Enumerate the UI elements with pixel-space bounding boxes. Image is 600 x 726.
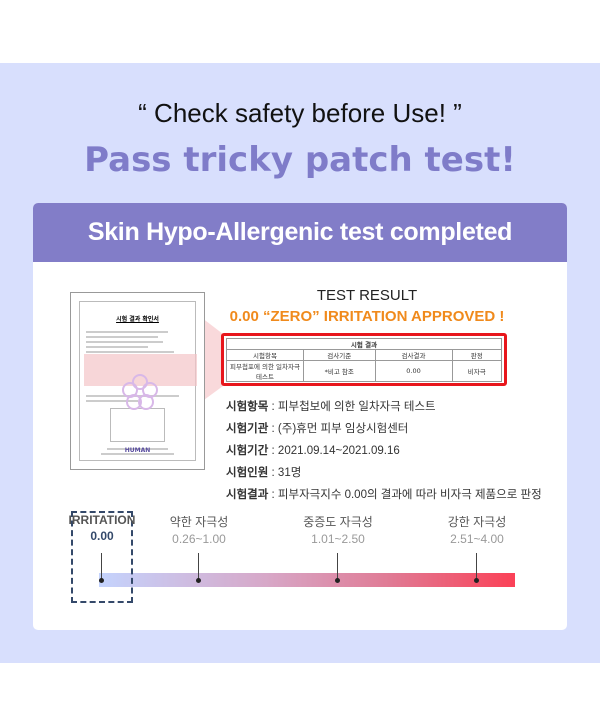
result-table-highlight: 시험 결과 시험항목 검사기준 검사결과 판정 피부첩포에 의한 일차자극 테스…: [221, 333, 507, 386]
result-table: 시험 결과 시험항목 검사기준 검사결과 판정 피부첩포에 의한 일차자극 테스…: [226, 338, 502, 382]
card-title: Skin Hypo-Allergenic test completed: [33, 203, 567, 262]
table-cell: 0.00: [374, 360, 453, 382]
scale-marker-strong: 강한 자극성 2.51~4.00: [417, 513, 537, 583]
table-header: 판정: [451, 349, 502, 361]
result-subtitle: 0.00 “ZERO” IRRITATION APPROVED !: [229, 308, 505, 325]
flower-watermark-icon: [122, 374, 158, 410]
table-header: 검사기준: [303, 349, 376, 361]
scale-marker-weak: 약한 자극성 0.26~1.00: [139, 513, 259, 583]
table-caption: 시험 결과: [226, 338, 502, 350]
scale-marker-moderate: 중증도 자극성 1.01~2.50: [278, 513, 398, 583]
detail-row: 시험기간 : 2021.09.14~2021.09.16: [226, 445, 400, 457]
detail-row: 시험인원 : 31명: [226, 467, 302, 479]
detail-row: 시험항목 : 피부첩보에 의한 일차자극 테스트: [226, 401, 436, 413]
irritation-gradient-bar: [99, 573, 515, 587]
table-header: 시험항목: [226, 349, 304, 361]
detail-row: 시험결과 : 피부자극지수 0.00의 결과에 따라 비자극 제품으로 판정: [226, 489, 542, 501]
table-cell: 피부첩포에 의한 일차자극 테스트: [226, 360, 304, 382]
irritation-scale: IRRITATION 0.00 약한 자극성 0.26~1.00 중증도 자극성 1.…: [33, 493, 567, 603]
scale-marker-irritation: IRRITATION 0.00: [42, 513, 162, 583]
table-header: 검사결과: [374, 349, 453, 361]
certificate-image: 시험 결과 확인서 HUMAN: [70, 292, 205, 470]
quote-text: “ Check safety before Use! ”: [138, 98, 462, 128]
certificate-highlight: [84, 354, 197, 386]
human-logo: HUMAN: [124, 447, 151, 454]
table-cell: 비자극: [451, 360, 502, 382]
certificate-title: 시험 결과 확인서: [116, 316, 159, 323]
detail-row: 시험기관 : (주)휴먼 피부 임상시험센터: [226, 423, 409, 435]
test-card: Skin Hypo-Allergenic test completed 시험 결…: [33, 203, 567, 630]
current-value-highlight-box: [71, 511, 133, 603]
table-cell: *비고 참조: [303, 360, 376, 382]
headline: Pass tricky patch test!: [84, 140, 516, 180]
test-details: 시험항목 : 피부첩보에 의한 일차자극 테스트 시험기관 : (주)휴먼 피부…: [226, 396, 542, 506]
result-title: TEST RESULT: [316, 287, 418, 304]
